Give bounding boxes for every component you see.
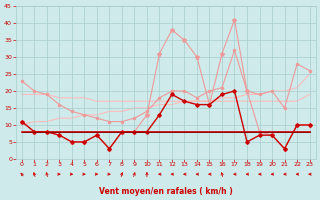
X-axis label: Vent moyen/en rafales ( km/h ): Vent moyen/en rafales ( km/h ) [99,187,233,196]
